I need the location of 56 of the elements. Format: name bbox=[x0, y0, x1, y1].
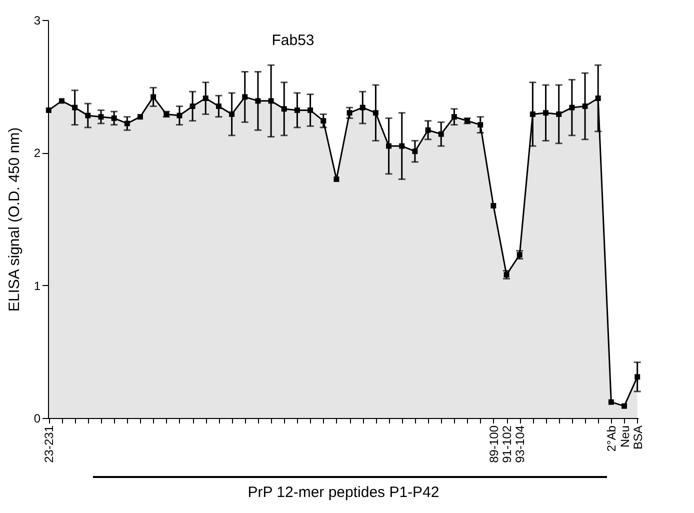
point bbox=[281, 106, 287, 112]
point bbox=[111, 115, 117, 121]
x-tick-label: Neu bbox=[618, 426, 632, 448]
point bbox=[150, 94, 156, 100]
point bbox=[634, 374, 640, 380]
y-axis-title: ELISA signal (O.D. 450 nm) bbox=[6, 127, 23, 312]
point bbox=[85, 112, 91, 118]
x-tick-label: 93-104 bbox=[513, 425, 528, 463]
point bbox=[360, 104, 366, 110]
x-tick-label: 2°Ab bbox=[604, 425, 619, 452]
point bbox=[386, 143, 392, 149]
point bbox=[58, 98, 64, 104]
point bbox=[294, 107, 300, 113]
point bbox=[255, 98, 261, 104]
y-tick-label: 3 bbox=[34, 14, 41, 28]
point bbox=[438, 131, 444, 137]
point bbox=[46, 107, 52, 113]
point bbox=[202, 96, 208, 102]
point bbox=[320, 118, 326, 124]
point bbox=[229, 111, 235, 117]
x-tick-label: 89-100 bbox=[486, 425, 501, 463]
point bbox=[308, 107, 314, 113]
point bbox=[412, 148, 418, 154]
point bbox=[346, 110, 352, 116]
point bbox=[478, 122, 484, 128]
point bbox=[216, 103, 222, 109]
point bbox=[530, 111, 536, 117]
point bbox=[190, 103, 196, 109]
point bbox=[608, 399, 614, 405]
y-tick-label: 1 bbox=[34, 278, 41, 293]
point bbox=[425, 127, 431, 133]
point bbox=[451, 114, 457, 120]
point bbox=[595, 96, 601, 102]
point bbox=[622, 403, 627, 409]
x-tick-label: BSA bbox=[630, 426, 645, 450]
point bbox=[137, 114, 143, 120]
point bbox=[556, 111, 562, 117]
point bbox=[334, 176, 340, 182]
point bbox=[582, 103, 588, 109]
point bbox=[399, 143, 405, 149]
x-axis-title: PrP 12-mer peptides P1-P42 bbox=[248, 484, 440, 501]
point bbox=[268, 98, 274, 104]
y-tick-label: 2 bbox=[34, 146, 41, 160]
point bbox=[569, 104, 575, 110]
point bbox=[543, 110, 549, 116]
point bbox=[72, 104, 78, 110]
x-tick-label: 23-231 bbox=[42, 425, 56, 463]
x-tick-label: 91-102 bbox=[500, 425, 514, 463]
text: Fab53 bbox=[272, 32, 314, 49]
point bbox=[490, 202, 496, 208]
point bbox=[242, 94, 248, 100]
point bbox=[372, 110, 378, 116]
point bbox=[98, 114, 104, 120]
point bbox=[124, 120, 130, 126]
y-tick-label: 0 bbox=[34, 412, 41, 426]
point bbox=[176, 112, 182, 118]
